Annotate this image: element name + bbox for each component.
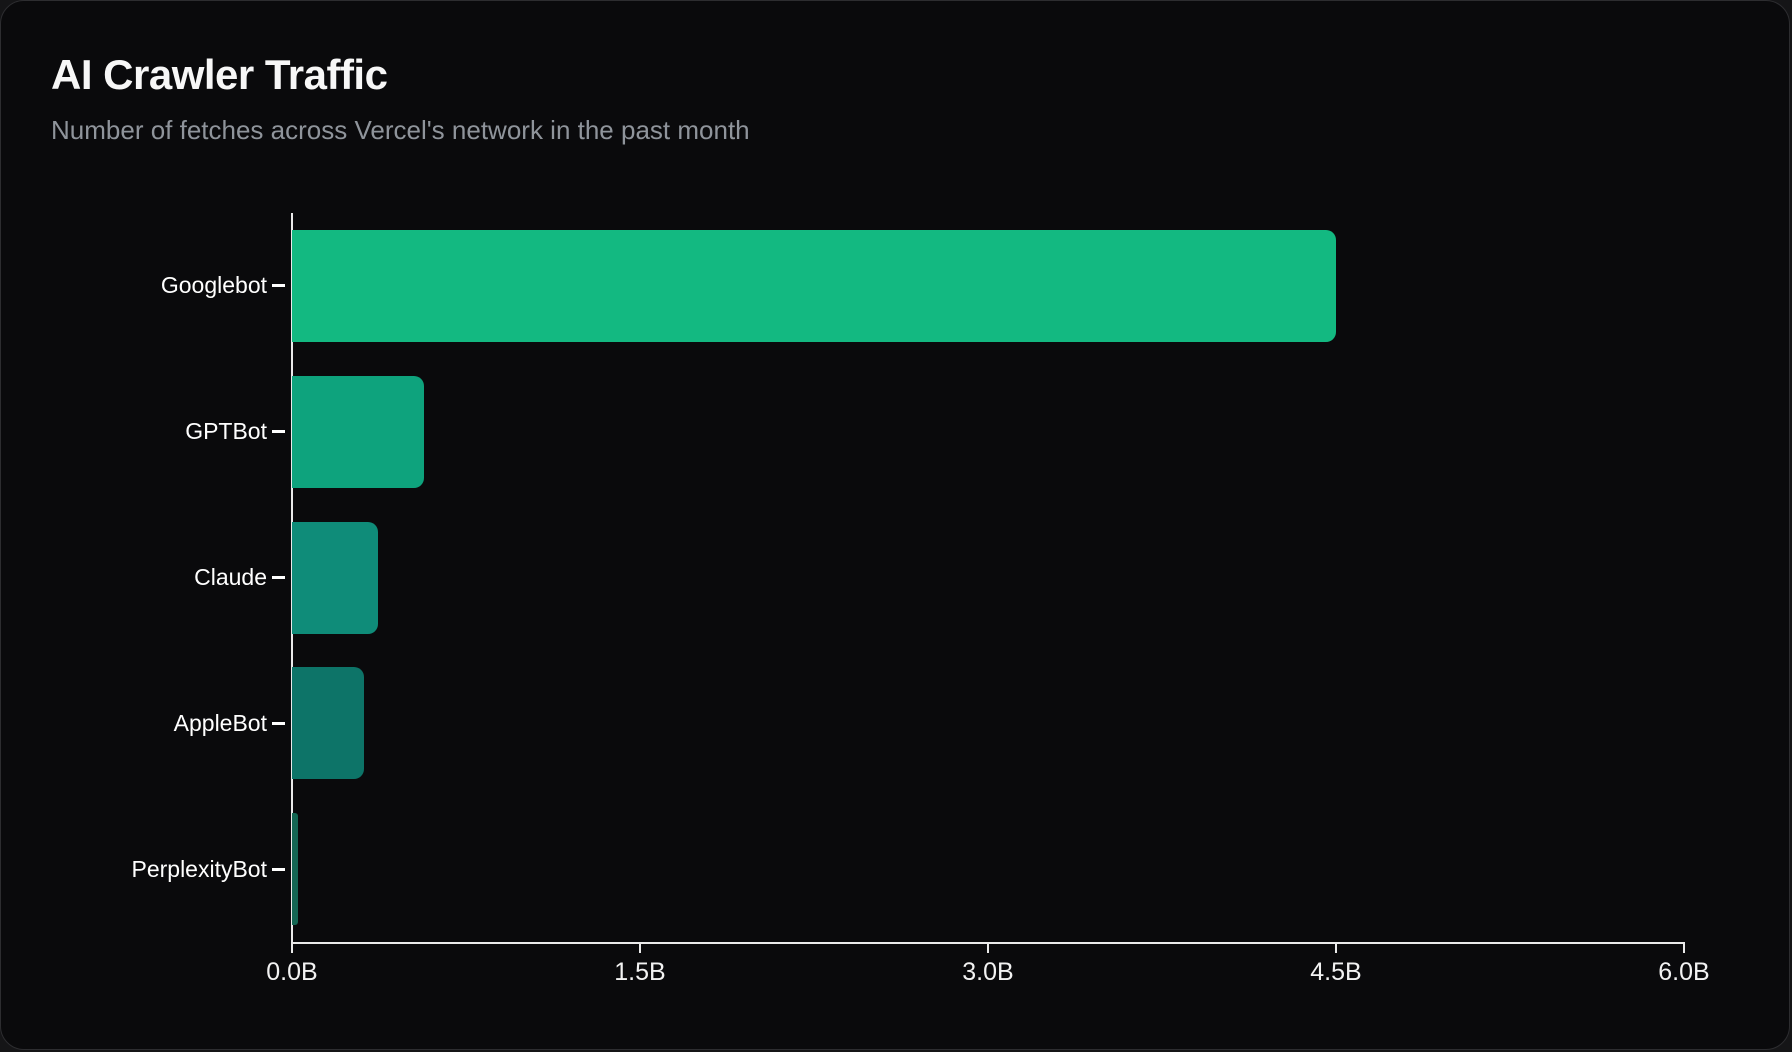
category-label-applebot: AppleBot <box>173 709 267 736</box>
category-tick-perplexitybot <box>272 867 285 871</box>
x-tick-mark-1 <box>639 942 641 953</box>
x-tick-mark-3 <box>1335 942 1337 953</box>
x-tick-label-1: 1.5B <box>614 958 666 986</box>
category-tick-googlebot <box>272 284 285 288</box>
category-label-gptbot: GPTBot <box>185 418 267 445</box>
category-tick-applebot <box>272 721 285 725</box>
category-tick-gptbot <box>272 430 285 434</box>
x-tick-mark-2 <box>987 942 989 953</box>
x-tick-mark-4 <box>1683 942 1685 953</box>
bar-claude <box>292 521 378 634</box>
bar-applebot <box>292 667 364 780</box>
category-label-perplexitybot: PerplexityBot <box>131 855 267 882</box>
category-tick-claude <box>272 576 285 579</box>
chart-subtitle: Number of fetches across Vercel's networ… <box>51 115 750 145</box>
chart-title: AI Crawler Traffic <box>51 51 388 98</box>
x-tick-label-4: 6.0B <box>1658 958 1710 986</box>
x-tick-label-2: 3.0B <box>962 958 1014 986</box>
x-tick-mark-0 <box>291 942 293 953</box>
x-tick-label-3: 4.5B <box>1310 958 1362 986</box>
bar-googlebot <box>292 229 1336 342</box>
x-tick-label-0: 0.0B <box>266 958 318 986</box>
bar-perplexitybot <box>292 813 298 926</box>
category-label-googlebot: Googlebot <box>160 272 267 299</box>
category-label-claude: Claude <box>194 564 267 590</box>
bar-gptbot <box>292 375 424 488</box>
